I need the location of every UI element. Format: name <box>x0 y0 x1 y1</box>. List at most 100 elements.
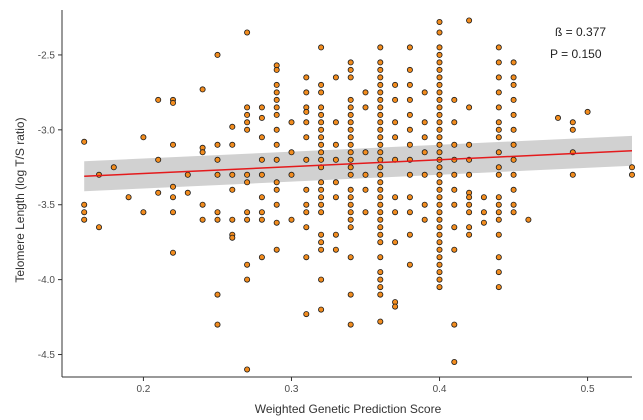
data-point <box>318 141 325 148</box>
data-point <box>318 44 325 51</box>
data-point <box>288 216 295 223</box>
data-point <box>273 81 280 88</box>
data-point <box>406 261 413 268</box>
data-point <box>436 44 443 51</box>
data-point <box>406 111 413 118</box>
data-point <box>480 194 487 201</box>
data-point <box>362 89 369 96</box>
data-point <box>140 209 147 216</box>
data-point <box>214 156 221 163</box>
data-point <box>332 194 339 201</box>
data-point <box>347 216 354 223</box>
regression-line <box>84 150 633 178</box>
data-point <box>244 171 251 178</box>
data-point <box>155 156 162 163</box>
data-point <box>244 179 251 186</box>
data-point <box>436 126 443 133</box>
data-point <box>214 209 221 216</box>
data-point <box>406 44 413 51</box>
data-point <box>318 89 325 96</box>
data-point <box>436 231 443 238</box>
data-point <box>436 254 443 261</box>
data-point <box>303 201 310 208</box>
data-point <box>214 141 221 148</box>
data-point <box>406 126 413 133</box>
data-point <box>347 59 354 66</box>
data-point <box>436 269 443 276</box>
data-point <box>318 156 325 163</box>
data-point <box>332 74 339 81</box>
data-point <box>377 254 384 261</box>
axes-layer: 0.2 0.3 0.4 0.5 -2.5 -3.0 -3.5 -4.0 -4.5 <box>38 10 632 395</box>
data-point <box>377 164 384 171</box>
data-point <box>273 89 280 96</box>
data-point <box>436 111 443 118</box>
data-point <box>392 134 399 141</box>
data-point <box>303 224 310 231</box>
data-point <box>436 246 443 253</box>
data-point <box>258 194 265 201</box>
data-point <box>480 209 487 216</box>
data-point <box>318 194 325 201</box>
data-point <box>214 216 221 223</box>
data-point <box>495 284 502 291</box>
data-point <box>436 29 443 36</box>
data-point <box>436 66 443 73</box>
data-point <box>288 171 295 178</box>
data-point <box>347 156 354 163</box>
data-point <box>332 141 339 148</box>
data-point <box>81 138 88 145</box>
data-point <box>480 219 487 226</box>
data-point <box>303 74 310 81</box>
data-point <box>377 44 384 51</box>
data-point <box>273 201 280 208</box>
y-tick-label: -4.0 <box>38 275 56 286</box>
x-tick-label: 0.3 <box>285 384 299 395</box>
data-point <box>214 291 221 298</box>
data-point <box>347 104 354 111</box>
data-point <box>436 239 443 246</box>
data-point <box>436 261 443 268</box>
data-point <box>377 239 384 246</box>
data-point <box>273 219 280 226</box>
data-point <box>362 186 369 193</box>
data-point <box>495 89 502 96</box>
data-point <box>495 126 502 133</box>
data-point <box>199 216 206 223</box>
x-tick-label: 0.2 <box>136 384 150 395</box>
data-point <box>436 149 443 156</box>
data-point <box>495 59 502 66</box>
data-point <box>377 81 384 88</box>
data-point <box>392 239 399 246</box>
data-point <box>273 186 280 193</box>
data-point <box>303 186 310 193</box>
data-point <box>495 201 502 208</box>
data-point <box>169 209 176 216</box>
data-point <box>347 96 354 103</box>
data-point <box>406 81 413 88</box>
data-point <box>318 209 325 216</box>
data-point <box>377 141 384 148</box>
data-point <box>377 231 384 238</box>
data-point <box>318 239 325 246</box>
data-point <box>421 119 428 126</box>
data-point <box>629 171 636 178</box>
data-point <box>421 89 428 96</box>
data-point <box>436 276 443 283</box>
data-point <box>332 231 339 238</box>
data-point <box>258 114 265 121</box>
data-point <box>169 141 176 148</box>
data-point <box>81 209 88 216</box>
y-tick-label: -3.0 <box>38 125 56 136</box>
data-point <box>436 134 443 141</box>
data-point <box>569 171 576 178</box>
data-point <box>466 201 473 208</box>
data-point <box>244 104 251 111</box>
data-point <box>214 171 221 178</box>
data-point <box>273 141 280 148</box>
data-point <box>377 179 384 186</box>
data-point <box>510 209 517 216</box>
data-point <box>466 17 473 24</box>
data-point <box>421 216 428 223</box>
data-point <box>377 156 384 163</box>
